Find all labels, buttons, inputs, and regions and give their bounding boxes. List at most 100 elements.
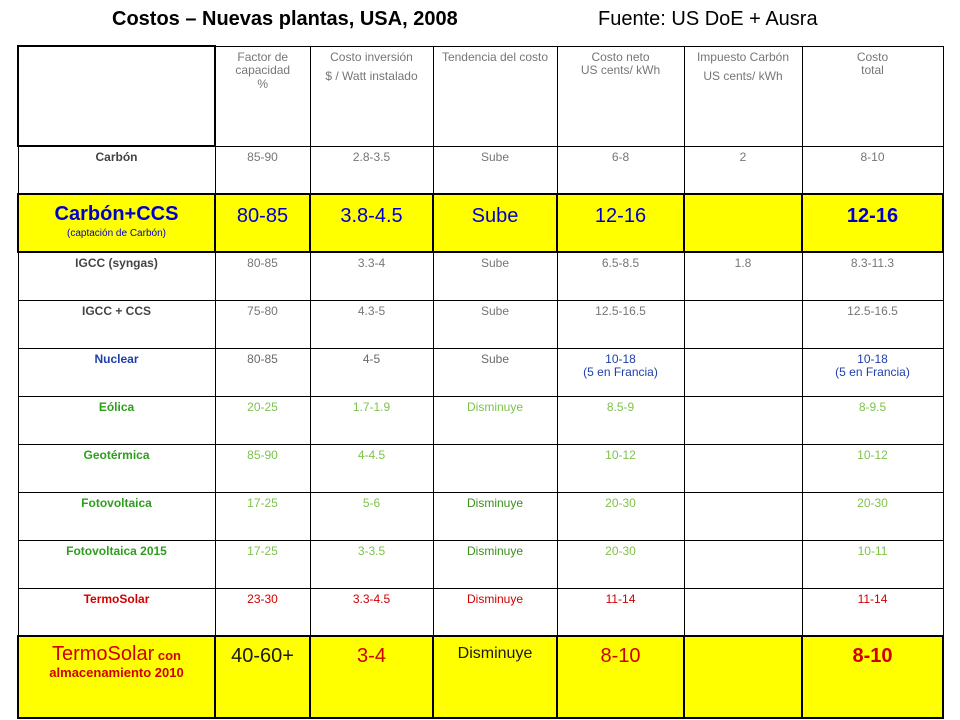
header-trend: Tendencia del costo: [432, 45, 558, 147]
cell-investment: 3-3.5: [309, 539, 434, 589]
cell-investment: 3.3-4.5: [309, 587, 434, 637]
cell-capacity: 85-90: [214, 443, 311, 493]
row-name: Fotovoltaica 2015: [17, 539, 216, 589]
cell-total: 8-9.5: [801, 395, 944, 445]
cell-investment: 3.3-4: [309, 251, 434, 301]
cell-tax: 2: [683, 145, 803, 195]
cell-trend: Disminuye: [432, 491, 558, 541]
cell-total: 20-30: [801, 491, 944, 541]
row-name: Fotovoltaica: [17, 491, 216, 541]
table-row: TermoSolar 23-30 3.3-4.5 Disminuye 11-14…: [17, 587, 944, 637]
cell-net: 10-18 (5 en Francia): [556, 347, 685, 397]
cell-total: 12-16: [801, 193, 944, 253]
table-row: Geotérmica 85-90 4-4.5 10-12 10-12: [17, 443, 944, 493]
table-row: Eólica 20-25 1.7-1.9 Disminuye 8.5-9 8-9…: [17, 395, 944, 445]
cell-total: 10-18 (5 en Francia): [801, 347, 944, 397]
slide-title: Costos – Nuevas plantas, USA, 2008 Fuent…: [0, 8, 960, 36]
cell-trend: Sube: [432, 347, 558, 397]
cell-trend: Disminuye: [432, 635, 558, 719]
cell-net: 20-30: [556, 539, 685, 589]
cell-tax: [683, 587, 803, 637]
cell-trend: Sube: [432, 145, 558, 195]
cell-trend: Sube: [432, 251, 558, 301]
row-name: Eólica: [17, 395, 216, 445]
cell-trend: Sube: [432, 193, 558, 253]
row-name: IGCC (syngas): [17, 251, 216, 301]
table-row-highlighted: TermoSolar con almacenamiento 2010 40-60…: [17, 635, 944, 719]
table-row: Nuclear 80-85 4-5 Sube 10-18 (5 en Franci…: [17, 347, 944, 397]
table-row: IGCC + CCS 75-80 4.3-5 Sube 12.5-16.5 12…: [17, 299, 944, 349]
cell-total: 8-10: [801, 145, 944, 195]
cell-investment: 3-4: [309, 635, 434, 719]
cell-net: 8-10: [556, 635, 685, 719]
cell-trend: Sube: [432, 299, 558, 349]
cell-capacity: 80-85: [214, 193, 311, 253]
header-total: Costo total: [801, 45, 944, 147]
cell-net: 6-8: [556, 145, 685, 195]
cell-tax: [683, 443, 803, 493]
cell-net: 20-30: [556, 491, 685, 541]
header-capacity: Factor de capacidad%: [214, 45, 311, 147]
cell-total: 8-10: [801, 635, 944, 719]
cell-tax: [683, 491, 803, 541]
cell-trend: Disminuye: [432, 539, 558, 589]
row-name: TermoSolar: [17, 587, 216, 637]
cell-net: 11-14: [556, 587, 685, 637]
cell-net: 10-12: [556, 443, 685, 493]
cell-investment: 3.8-4.5: [309, 193, 434, 253]
cell-tax: [683, 299, 803, 349]
row-name: IGCC + CCS: [17, 299, 216, 349]
cell-tax: [683, 347, 803, 397]
table-row: Fotovoltaica 17-25 5-6 Disminuye 20-30 2…: [17, 491, 944, 541]
cell-net: 12.5-16.5: [556, 299, 685, 349]
cell-capacity: 17-25: [214, 539, 311, 589]
table-row: IGCC (syngas) 80-85 3.3-4 Sube 6.5-8.5 1…: [17, 251, 944, 301]
header-empty-cell: [17, 45, 216, 147]
header-row: Factor de capacidad% Costo inversión $ / …: [17, 45, 944, 147]
cell-investment: 1.7-1.9: [309, 395, 434, 445]
cell-capacity: 17-25: [214, 491, 311, 541]
cell-net: 6.5-8.5: [556, 251, 685, 301]
cell-tax: [683, 395, 803, 445]
cell-total: 8.3-11.3: [801, 251, 944, 301]
cell-net: 8.5-9: [556, 395, 685, 445]
cell-tax: [683, 539, 803, 589]
cell-investment: 2.8-3.5: [309, 145, 434, 195]
table-row: Carbón 85-90 2.8-3.5 Sube 6-8 2 8-10: [17, 145, 944, 195]
cell-investment: 4.3-5: [309, 299, 434, 349]
cell-capacity: 85-90: [214, 145, 311, 195]
title-source: Fuente: US DoE + Ausra: [598, 8, 818, 30]
cell-trend: Disminuye: [432, 587, 558, 637]
cell-capacity: 23-30: [214, 587, 311, 637]
header-net-cost: Costo neto US cents/ kWh: [556, 45, 685, 147]
cost-table: Factor de capacidad% Costo inversión $ / …: [17, 45, 944, 719]
cell-capacity: 80-85: [214, 251, 311, 301]
row-name: Carbón: [17, 145, 216, 195]
title-main: Costos – Nuevas plantas, USA, 2008: [112, 8, 458, 30]
table-row: Fotovoltaica 2015 17-25 3-3.5 Disminuye …: [17, 539, 944, 589]
cell-investment: 4-4.5: [309, 443, 434, 493]
header-investment: Costo inversión $ / Watt instalado: [309, 45, 434, 147]
cell-capacity: 80-85: [214, 347, 311, 397]
cell-total: 10-12: [801, 443, 944, 493]
cell-trend: [432, 443, 558, 493]
cell-investment: 5-6: [309, 491, 434, 541]
row-name: Carbón+CCS (captación de Carbón): [17, 193, 216, 253]
cell-total: 10-11: [801, 539, 944, 589]
row-name: TermoSolar con almacenamiento 2010: [17, 635, 216, 719]
cell-investment: 4-5: [309, 347, 434, 397]
cell-total: 12.5-16.5: [801, 299, 944, 349]
header-carbon-tax: Impuesto Carbón US cents/ kWh: [683, 45, 803, 147]
cell-tax: [683, 193, 803, 253]
cell-tax: [683, 635, 803, 719]
cell-tax: 1.8: [683, 251, 803, 301]
cell-capacity: 75-80: [214, 299, 311, 349]
cell-net: 12-16: [556, 193, 685, 253]
cell-trend: Disminuye: [432, 395, 558, 445]
cell-capacity: 40-60+: [214, 635, 311, 719]
cell-total: 11-14: [801, 587, 944, 637]
row-name: Geotérmica: [17, 443, 216, 493]
cell-capacity: 20-25: [214, 395, 311, 445]
row-name: Nuclear: [17, 347, 216, 397]
table-row-highlighted: Carbón+CCS (captación de Carbón) 80-85 3.…: [17, 193, 944, 253]
